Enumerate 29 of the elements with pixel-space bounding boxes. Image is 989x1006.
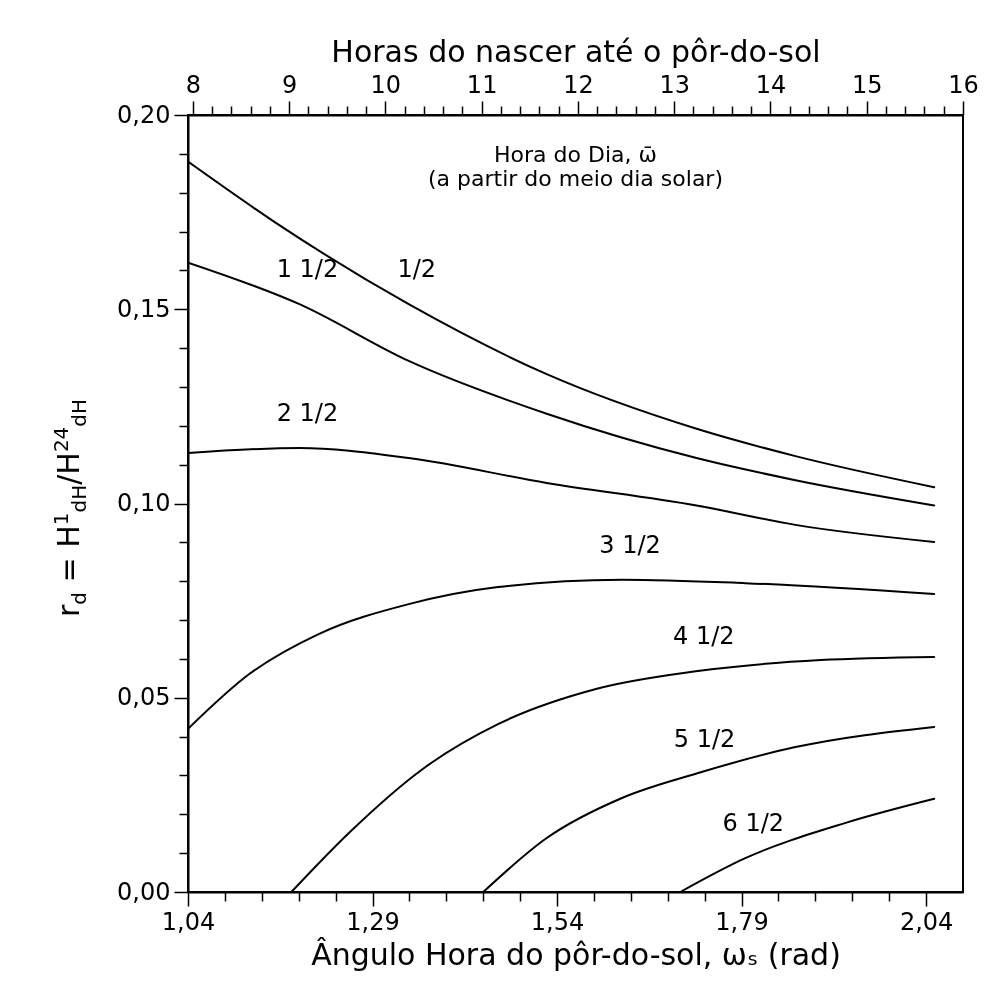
x2-tick-label: 8 — [185, 70, 201, 99]
annotation: Hora do Dia, ω̄ (a partir do meio dia solar) — [428, 142, 723, 191]
annotation: 1/2 — [397, 255, 436, 284]
x-tick-label: 1,04 — [161, 907, 216, 936]
x-tick-label: 1,29 — [346, 907, 400, 936]
x2-tick-label: 15 — [851, 70, 883, 99]
x2-tick-label: 14 — [755, 70, 787, 99]
annotation: 5 1/2 — [673, 724, 736, 753]
x-axis-title: Ângulo Hora do pôr-do-sol, ωₛ (rad) — [311, 936, 841, 972]
x2-tick-label: 11 — [466, 70, 498, 99]
y-tick-label: 0,05 — [117, 683, 171, 712]
annotation: 3 1/2 — [599, 530, 661, 559]
x2-tick-label: 16 — [948, 70, 979, 99]
annotation: 1 1/2 — [276, 255, 339, 284]
x2-tick-label: 9 — [281, 70, 298, 99]
y-tick-label: 0,20 — [117, 100, 171, 129]
y-tick-label: 0,10 — [117, 489, 171, 517]
y-tick-label: 0,15 — [117, 294, 171, 323]
x2-tick-label: 13 — [659, 70, 690, 99]
annotation: 4 1/2 — [673, 622, 735, 651]
x2-tick-label: 10 — [370, 70, 402, 99]
x2-axis-title: Horas do nascer até o pôr-do-sol — [331, 33, 821, 69]
x-tick-label: 1,79 — [715, 907, 769, 936]
annotation: 6 1/2 — [722, 809, 785, 838]
x-tick-label: 1,54 — [530, 907, 585, 936]
y-tick-label: 0,00 — [117, 877, 171, 906]
x-tick-label: 2,04 — [899, 907, 954, 936]
annotation: 2 1/2 — [276, 398, 339, 427]
x2-tick-label: 12 — [563, 70, 594, 99]
